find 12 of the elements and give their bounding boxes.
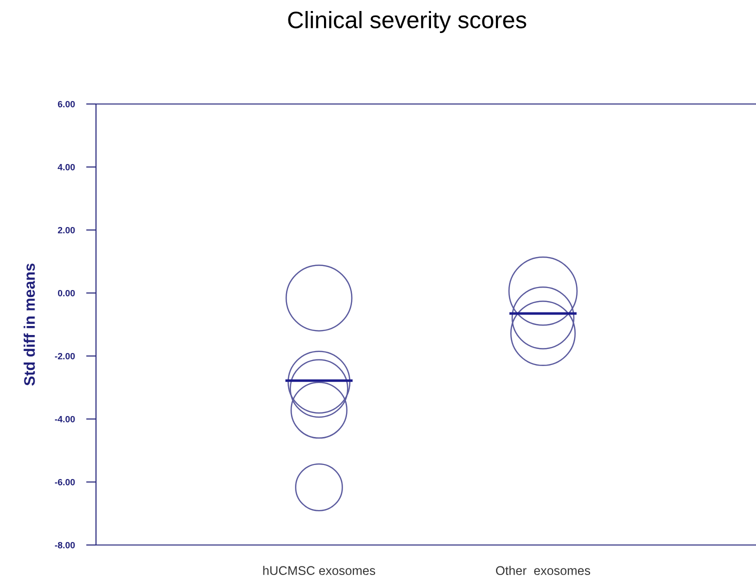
y-tick-label: 0.00 xyxy=(58,290,75,296)
y-tick-label: -4.00 xyxy=(54,416,75,422)
y-tick-label: -2.00 xyxy=(54,352,75,360)
y-tick-label: 4.00 xyxy=(58,164,75,170)
y-tick-label: 6.00 xyxy=(58,100,75,108)
y-tick-label: -6.00 xyxy=(54,478,75,486)
x-tick-label: hUCMSC exosomes xyxy=(263,566,376,576)
chart-title: Clinical severity scores xyxy=(288,10,526,34)
y-tick-label: 2.00 xyxy=(58,226,75,234)
y-axis-title: Std diff in means xyxy=(24,264,35,386)
y-tick-label: -8.00 xyxy=(54,542,75,548)
x-tick-label: Other exosomes xyxy=(496,566,590,576)
